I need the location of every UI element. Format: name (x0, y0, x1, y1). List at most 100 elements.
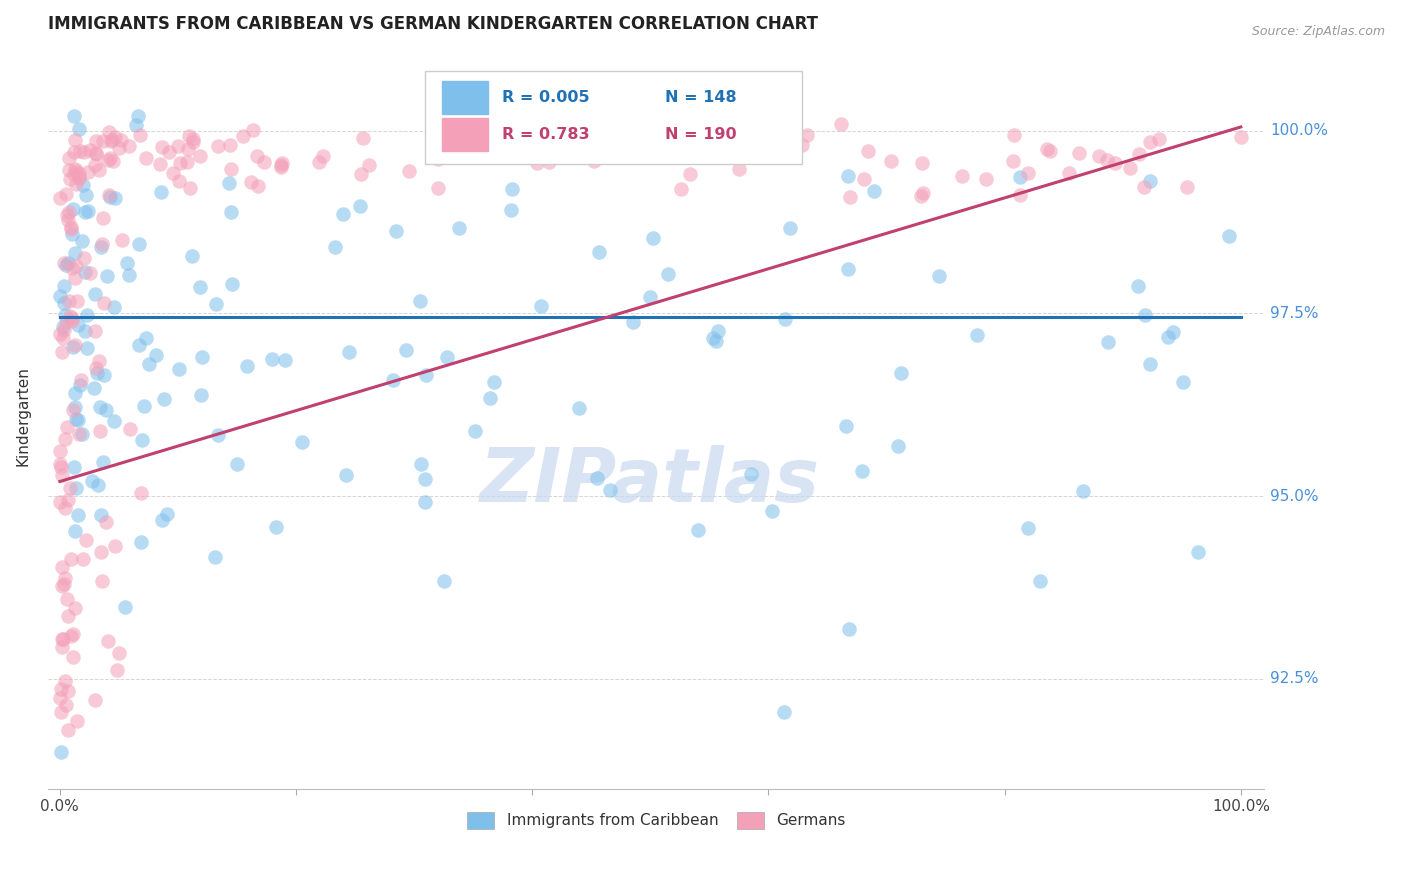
Point (129, 535, 152, 549)
Point (67, 413, 90, 427)
Point (49, 457, 72, 471)
Point (69, 144, 91, 158)
Point (91, 211, 114, 226)
Point (83, 158, 105, 172)
Point (80, 474, 103, 488)
Point (312, 149, 335, 163)
Point (145, 348, 167, 362)
Point (232, 128, 254, 143)
Point (51, 745, 73, 759)
Point (65, 601, 87, 615)
Point (207, 428, 229, 442)
Point (482, 375, 505, 389)
Point (62, 402, 84, 417)
Point (190, 388, 212, 402)
Point (727, 161, 749, 176)
Point (103, 413, 125, 427)
Point (101, 133, 124, 147)
Point (55, 698, 77, 712)
Point (308, 155, 330, 169)
Point (132, 399, 155, 413)
Point (437, 139, 460, 153)
Point (1002, 128, 1025, 142)
Point (65, 133, 87, 147)
Point (352, 131, 374, 145)
Point (77, 204, 100, 219)
Point (84, 693, 107, 707)
Point (447, 221, 470, 235)
Point (191, 350, 214, 364)
Point (91, 574, 114, 588)
Point (1029, 574, 1052, 589)
Point (219, 161, 242, 176)
Point (1161, 325, 1184, 339)
Point (51, 632, 73, 646)
Point (150, 139, 173, 153)
FancyBboxPatch shape (441, 119, 488, 151)
Point (65, 260, 87, 274)
Point (436, 350, 458, 364)
Point (837, 169, 859, 183)
Point (56, 493, 79, 508)
Point (641, 231, 664, 245)
Text: N = 148: N = 148 (665, 90, 737, 105)
Point (887, 439, 910, 453)
Point (98, 125, 121, 139)
Point (59, 482, 82, 496)
Point (1008, 188, 1031, 202)
Legend: Immigrants from Caribbean, Germans: Immigrants from Caribbean, Germans (460, 804, 853, 837)
Point (84, 134, 107, 148)
Point (409, 458, 432, 472)
Point (1139, 357, 1161, 371)
Point (863, 185, 886, 199)
Point (65, 481, 87, 495)
Point (138, 357, 160, 371)
Point (84, 360, 107, 375)
Point (56, 723, 79, 737)
Point (162, 166, 184, 180)
Point (91, 455, 114, 469)
Point (433, 574, 456, 588)
Text: ZIPatlas: ZIPatlas (481, 445, 820, 518)
Point (1039, 144, 1062, 158)
Point (73, 251, 96, 265)
Point (65, 164, 87, 178)
Point (413, 494, 436, 508)
Point (53, 323, 76, 337)
Point (240, 175, 263, 189)
Point (1104, 156, 1126, 170)
Point (135, 151, 157, 165)
Point (84, 324, 107, 338)
Point (96, 269, 118, 284)
Point (190, 280, 212, 294)
Point (740, 467, 762, 482)
Point (131, 433, 153, 447)
Point (704, 334, 727, 348)
Point (94, 402, 117, 417)
Point (107, 141, 129, 155)
Point (117, 268, 139, 282)
Point (66, 714, 89, 729)
Point (1097, 153, 1119, 167)
Point (104, 540, 127, 554)
Point (790, 137, 813, 152)
Point (1128, 147, 1150, 161)
Point (89, 401, 111, 415)
Point (55, 591, 77, 606)
Point (59, 629, 82, 643)
Point (586, 471, 609, 485)
Point (52, 320, 75, 334)
Point (204, 297, 226, 311)
Point (880, 153, 903, 168)
Point (58, 683, 80, 698)
Text: R = 0.005: R = 0.005 (502, 90, 589, 105)
Point (1126, 278, 1149, 293)
Point (90, 240, 112, 254)
Point (270, 160, 292, 174)
Point (55, 571, 77, 585)
Point (115, 256, 138, 270)
Point (773, 312, 796, 326)
Point (499, 203, 522, 218)
Point (426, 153, 449, 167)
Point (679, 167, 702, 181)
